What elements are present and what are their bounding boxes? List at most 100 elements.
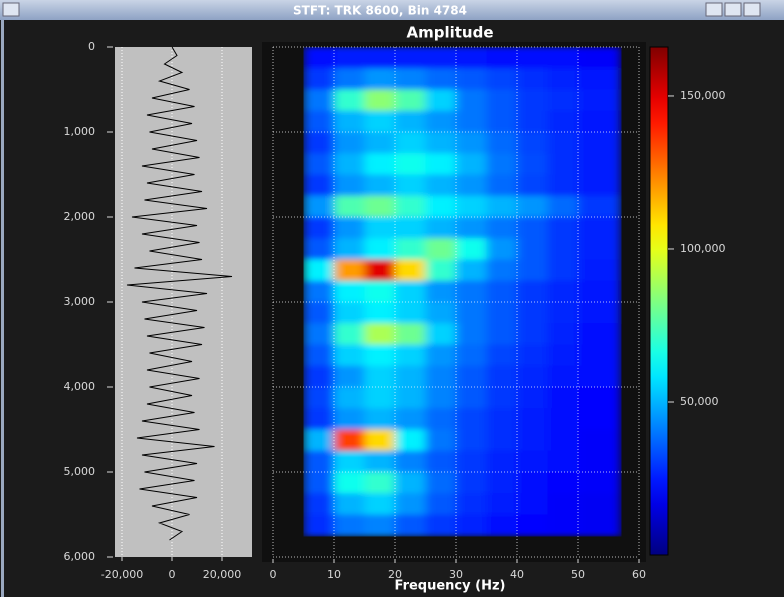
heat-cell	[578, 430, 621, 452]
heat-cell	[426, 68, 457, 90]
window-menu-button[interactable]	[3, 3, 19, 16]
heat-cell	[487, 153, 518, 175]
trace-panel	[115, 47, 252, 557]
heat-cell	[487, 345, 518, 367]
heat-cell	[517, 153, 548, 175]
heat-cell	[426, 451, 457, 473]
x-tick-label: -20,000	[101, 568, 143, 581]
heat-cell	[395, 260, 426, 282]
heat-cell	[395, 132, 426, 154]
heat-cell	[456, 366, 487, 388]
heat-cell	[365, 515, 396, 537]
heat-cell	[487, 515, 518, 537]
heat-cell	[395, 451, 426, 473]
y-tick-label: 0	[88, 40, 95, 53]
heat-cell	[304, 430, 335, 452]
heat-cell	[365, 408, 396, 430]
heat-cell	[365, 345, 396, 367]
heat-cell	[517, 515, 548, 537]
heat-cell	[365, 472, 396, 494]
heat-cell	[334, 408, 365, 430]
heat-cell	[487, 111, 518, 133]
heat-cell	[578, 47, 621, 69]
heat-cell	[365, 281, 396, 303]
heat-cell	[517, 366, 548, 388]
heat-cell	[304, 387, 335, 409]
heat-cell	[578, 345, 621, 367]
heat-cell	[304, 281, 335, 303]
heat-cell	[395, 323, 426, 345]
heat-cell	[548, 68, 579, 90]
heat-cell	[334, 366, 365, 388]
heat-cell	[426, 302, 457, 324]
heat-cell	[365, 132, 396, 154]
heat-cell	[304, 323, 335, 345]
heat-cell	[426, 515, 457, 537]
heat-cell	[487, 302, 518, 324]
heat-cell	[578, 281, 621, 303]
heat-cell	[426, 366, 457, 388]
heat-cell	[487, 430, 518, 452]
heat-cell	[517, 281, 548, 303]
heat-cell	[487, 68, 518, 90]
heat-cell	[365, 47, 396, 69]
heat-cell	[334, 47, 365, 69]
heat-cell	[487, 238, 518, 260]
heat-cell	[395, 345, 426, 367]
heat-cell	[395, 281, 426, 303]
heat-cell	[548, 345, 579, 367]
heat-cell	[304, 217, 335, 239]
heat-cell	[487, 387, 518, 409]
heat-cell	[395, 238, 426, 260]
heat-cell	[456, 111, 487, 133]
heat-cell	[365, 175, 396, 197]
heat-cell	[395, 472, 426, 494]
heat-cell	[578, 387, 621, 409]
y-tick-label: 2,000	[64, 210, 96, 223]
heat-cell	[334, 153, 365, 175]
heat-cell	[456, 132, 487, 154]
heat-cell	[548, 132, 579, 154]
heat-cell	[426, 47, 457, 69]
heat-cell	[456, 493, 487, 515]
heat-cell	[426, 387, 457, 409]
heat-cell	[456, 515, 487, 537]
heat-cell	[456, 68, 487, 90]
heat-cell	[456, 408, 487, 430]
heat-cell	[395, 175, 426, 197]
heat-cell	[334, 238, 365, 260]
heat-cell	[304, 366, 335, 388]
heat-cell	[548, 47, 579, 69]
heat-cell	[334, 451, 365, 473]
heat-cell	[334, 387, 365, 409]
heat-cell	[517, 68, 548, 90]
heat-cell	[517, 260, 548, 282]
heat-cell	[395, 68, 426, 90]
heat-cell	[548, 366, 579, 388]
heat-cell	[365, 323, 396, 345]
heat-cell	[395, 47, 426, 69]
heat-cell	[487, 260, 518, 282]
heat-cell	[395, 90, 426, 112]
heat-cell	[578, 260, 621, 282]
heat-cell	[487, 366, 518, 388]
x-tick-label: 10	[327, 568, 341, 581]
colorbar-tick-label: 50,000	[680, 395, 719, 408]
maximize-button[interactable]	[725, 3, 741, 16]
heat-cell	[304, 345, 335, 367]
heat-cell	[456, 153, 487, 175]
heat-cell	[304, 196, 335, 218]
heat-cell	[395, 302, 426, 324]
heat-cell	[578, 90, 621, 112]
heat-cell	[487, 47, 518, 69]
heat-cell	[365, 90, 396, 112]
minimize-button[interactable]	[706, 3, 722, 16]
close-button[interactable]	[744, 3, 760, 16]
x-tick-label: 40	[510, 568, 524, 581]
heat-cell	[426, 260, 457, 282]
heat-cell	[578, 472, 621, 494]
heat-cell	[334, 472, 365, 494]
heat-cell	[426, 196, 457, 218]
heat-cell	[517, 345, 548, 367]
heat-cell	[487, 281, 518, 303]
